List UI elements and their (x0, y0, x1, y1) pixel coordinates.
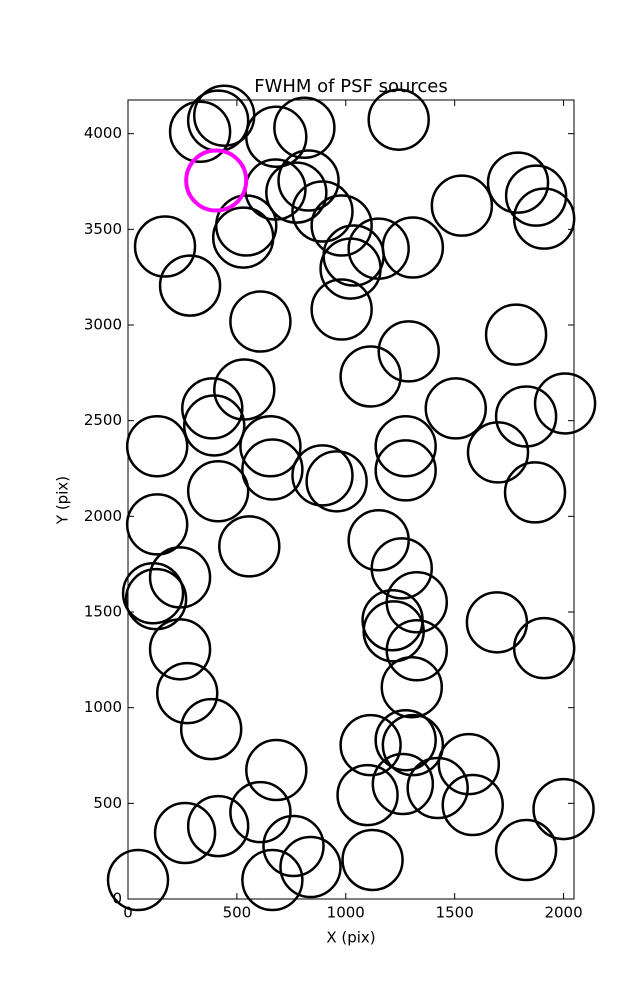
psf-circle (465, 591, 529, 654)
psf-circle (512, 616, 576, 680)
psf-circle (168, 100, 232, 164)
x-tick-label: 2000 (544, 904, 582, 922)
psf-circle (374, 439, 437, 502)
y-tick-label: 0 (112, 890, 122, 908)
psf-circle (124, 567, 188, 631)
psf-circle (273, 96, 336, 159)
plot-frame (127, 99, 575, 900)
psf-circle (381, 216, 445, 279)
psf-circle (133, 215, 197, 278)
psf-circle (148, 618, 212, 681)
psf-circle (213, 358, 276, 421)
psf-circle (241, 438, 304, 501)
psf-circle (377, 320, 440, 383)
x-tick-label: 500 (223, 904, 252, 922)
psf-circle (291, 180, 354, 243)
y-tick-label: 2000 (84, 507, 122, 525)
psf-circle (339, 345, 402, 408)
psf-circle (347, 509, 410, 572)
psf-circle (218, 515, 281, 578)
psf-circle (347, 217, 410, 280)
psf-circle (310, 194, 373, 257)
x-tick-label: 0 (123, 904, 133, 922)
x-axis-label: X (pix) (326, 929, 375, 947)
psf-circle (385, 619, 449, 682)
y-tick-label: 500 (93, 794, 122, 812)
psf-circle (319, 237, 382, 300)
psf-circle (339, 713, 402, 777)
x-tick-label: 1500 (436, 904, 474, 922)
psf-circle (241, 848, 304, 912)
psf-circle (503, 461, 567, 524)
psf-circle (229, 290, 292, 353)
psf-circle (374, 708, 437, 772)
psf-circle (215, 194, 278, 257)
psf-circle (265, 161, 328, 224)
psf-circle (245, 738, 308, 802)
psf-circle (125, 415, 189, 478)
x-tick-label: 1000 (327, 904, 365, 922)
chart-title: FWHM of PSF sources (254, 76, 448, 97)
psf-circle (155, 661, 219, 725)
psf-circle (374, 415, 437, 478)
psf-circle (279, 835, 342, 899)
highlight-circle (184, 148, 249, 213)
psf-circle (181, 377, 244, 440)
psf-circle (424, 377, 487, 440)
y-tick-label: 3500 (84, 220, 122, 238)
psf-circle (277, 149, 340, 212)
psf-circle (441, 773, 504, 837)
psf-circle (362, 600, 425, 663)
psf-circle (532, 777, 595, 841)
psf-circle (182, 394, 246, 457)
psf-circle (186, 794, 250, 858)
psf-circle (380, 655, 444, 719)
psf-circle (430, 174, 494, 237)
psf-circle (336, 763, 399, 827)
psf-circle (322, 224, 385, 287)
psf-circle (533, 372, 597, 435)
psf-circle (494, 818, 558, 882)
plot-marks (106, 84, 597, 912)
y-tick-label: 1500 (84, 603, 122, 621)
psf-circle (367, 88, 430, 151)
y-axis-label: Y (pix) (54, 476, 72, 525)
psf-circle (262, 814, 325, 878)
psf-circle (148, 546, 212, 609)
y-tick-label: 3000 (84, 316, 122, 334)
psf-circle (504, 164, 568, 227)
psf-circle (406, 756, 469, 820)
psf-circle (371, 752, 435, 816)
psf-circle (239, 415, 302, 478)
psf-circle (494, 385, 558, 448)
psf-circle (211, 206, 275, 269)
y-tick-label: 1000 (84, 698, 122, 716)
psf-circle (121, 562, 185, 625)
psf-circle (291, 444, 354, 507)
y-tick-label: 4000 (84, 124, 122, 142)
psf-circle (153, 801, 217, 865)
psf-circle (486, 151, 550, 214)
psf-circle (484, 303, 548, 366)
psf-circle (341, 828, 404, 892)
psf-circle (466, 421, 530, 484)
psf-circle (310, 278, 373, 341)
psf-circle (370, 537, 433, 600)
psf-circle (305, 450, 368, 513)
psf-circle (106, 848, 170, 912)
psf-circle (179, 697, 243, 761)
psf-circle (125, 493, 189, 556)
psf-circle (437, 732, 501, 796)
psf-circle (229, 780, 292, 844)
psf-circle (193, 84, 256, 147)
psf-circle (158, 254, 222, 317)
psf-circle (186, 460, 250, 523)
y-tick-label: 2500 (84, 411, 122, 429)
psf-circle (381, 713, 445, 777)
